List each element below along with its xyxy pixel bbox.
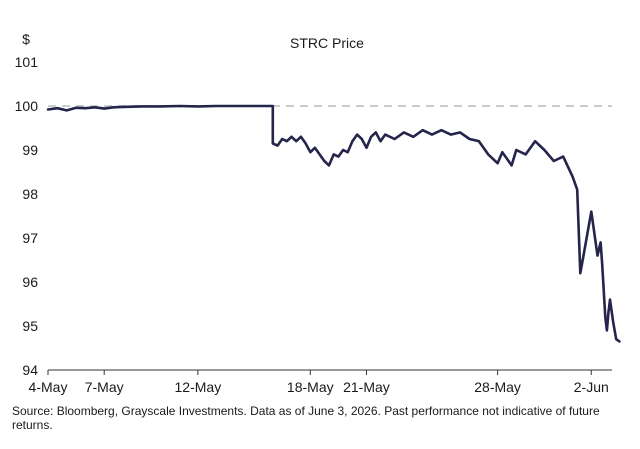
y-tick-label: 100 xyxy=(15,98,39,114)
x-tick-label: 18-May xyxy=(287,379,334,395)
y-tick-label: 96 xyxy=(22,274,38,290)
chart-title: STRC Price xyxy=(290,35,364,51)
x-tick-label: 4-May xyxy=(29,379,68,395)
y-tick-label: 97 xyxy=(22,230,38,246)
source-footnote: Source: Bloomberg, Grayscale Investments… xyxy=(12,404,600,432)
x-tick-label: 12-May xyxy=(175,379,222,395)
price-series-line xyxy=(46,104,621,343)
y-tick-label: 95 xyxy=(22,318,38,334)
y-tick-label: 98 xyxy=(22,186,38,202)
x-tick-label: 2-Jun xyxy=(574,379,609,395)
y-tick-label: 94 xyxy=(22,362,38,378)
x-tick-label: 21-May xyxy=(343,379,390,395)
x-tick-label: 28-May xyxy=(474,379,521,395)
x-tick-label: 7-May xyxy=(85,379,124,395)
y-axis-unit-label: $ xyxy=(22,31,30,47)
y-tick-label: 101 xyxy=(15,54,39,70)
y-tick-label: 99 xyxy=(22,142,38,158)
y-axis-ticks: 94 95 96 97 98 99 100 101 xyxy=(15,54,39,378)
x-axis-ticks: 4-May 7-May 12-May 18-May 21-May 28-May 2-Jun xyxy=(29,370,609,395)
